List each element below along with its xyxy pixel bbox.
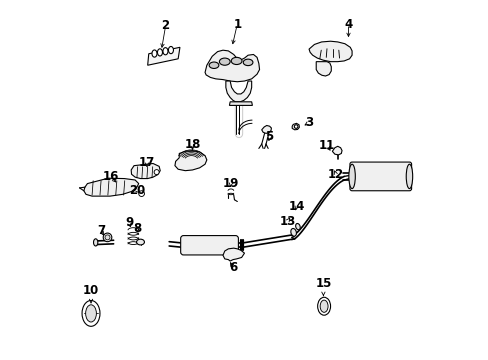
Ellipse shape <box>152 50 157 57</box>
Text: 8: 8 <box>133 222 141 235</box>
Ellipse shape <box>93 239 98 246</box>
Text: 1: 1 <box>233 18 241 31</box>
Polygon shape <box>316 62 330 76</box>
Text: 4: 4 <box>344 18 352 31</box>
Text: 11: 11 <box>318 139 334 152</box>
Ellipse shape <box>320 300 327 312</box>
Text: 13: 13 <box>279 215 295 228</box>
Text: 18: 18 <box>184 138 200 150</box>
Ellipse shape <box>168 46 173 54</box>
Text: 9: 9 <box>124 216 133 229</box>
Text: 3: 3 <box>305 116 312 129</box>
Text: 10: 10 <box>83 284 99 297</box>
Polygon shape <box>175 150 206 171</box>
Polygon shape <box>308 41 351 62</box>
Text: 14: 14 <box>288 201 304 213</box>
Ellipse shape <box>317 297 330 315</box>
Ellipse shape <box>136 239 144 245</box>
Text: 17: 17 <box>139 156 155 169</box>
Ellipse shape <box>163 48 168 55</box>
Polygon shape <box>223 248 244 261</box>
Polygon shape <box>261 126 271 134</box>
Text: 16: 16 <box>102 170 119 183</box>
Polygon shape <box>83 178 139 196</box>
Ellipse shape <box>209 62 219 68</box>
Text: 20: 20 <box>128 184 145 197</box>
Ellipse shape <box>243 59 252 66</box>
Ellipse shape <box>219 58 230 65</box>
Polygon shape <box>225 81 251 102</box>
Polygon shape <box>147 47 180 65</box>
Circle shape <box>139 191 144 197</box>
Circle shape <box>154 170 159 175</box>
Ellipse shape <box>157 49 162 56</box>
Text: 2: 2 <box>161 19 169 32</box>
Ellipse shape <box>85 305 96 322</box>
Text: 15: 15 <box>315 277 331 290</box>
Ellipse shape <box>82 301 100 326</box>
FancyBboxPatch shape <box>349 162 411 191</box>
Text: 6: 6 <box>229 261 237 274</box>
Polygon shape <box>131 163 160 179</box>
Text: 12: 12 <box>327 168 344 181</box>
FancyBboxPatch shape <box>180 235 238 255</box>
Circle shape <box>294 125 297 129</box>
Polygon shape <box>204 50 259 82</box>
Polygon shape <box>229 102 252 105</box>
Ellipse shape <box>290 229 296 236</box>
Circle shape <box>105 235 110 240</box>
Ellipse shape <box>406 164 412 189</box>
Text: 19: 19 <box>222 177 239 190</box>
Polygon shape <box>332 146 341 155</box>
Text: 7: 7 <box>97 224 105 237</box>
Ellipse shape <box>295 224 300 230</box>
Circle shape <box>103 233 112 242</box>
Polygon shape <box>292 123 299 130</box>
Ellipse shape <box>231 57 242 64</box>
Ellipse shape <box>348 164 355 189</box>
Text: 5: 5 <box>265 130 273 144</box>
